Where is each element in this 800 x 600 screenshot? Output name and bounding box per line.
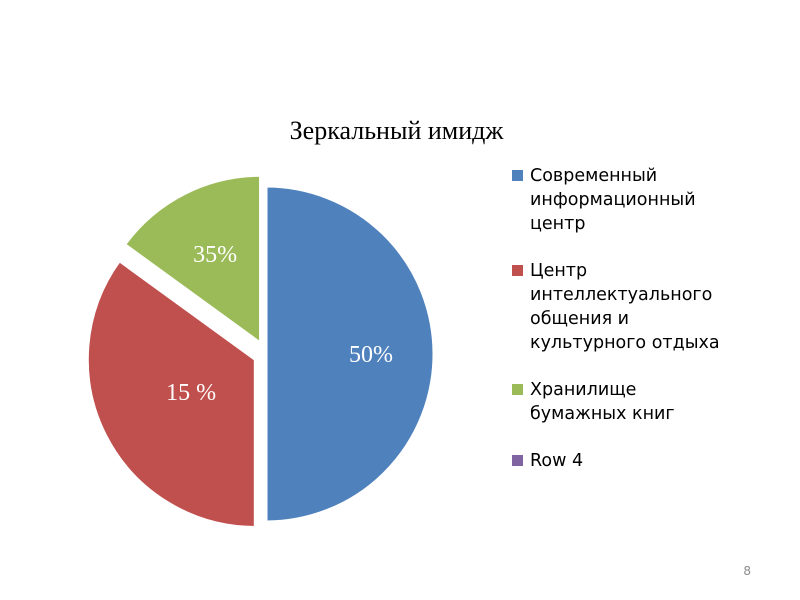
legend-label-4: Row 4: [530, 451, 584, 471]
legend-swatch-4: [512, 455, 523, 466]
legend-item-3: Хранилище бумажных книг: [512, 378, 782, 426]
chart-legend: Современный информационный центр Центр и…: [512, 164, 782, 496]
legend-label-3: Хранилище бумажных книг: [530, 380, 675, 424]
legend-label-1: Современный информационный центр: [530, 166, 696, 234]
slice-label-2: 15 %: [166, 380, 216, 406]
legend-item-1: Современный информационный центр: [512, 164, 782, 236]
pie-slice-3: [122, 173, 263, 347]
legend-label-2: Центр интеллектуального общения и культу…: [530, 261, 720, 353]
legend-item-2: Центр интеллектуального общения и культу…: [512, 259, 782, 355]
legend-swatch-2: [512, 265, 523, 276]
slide-number: 8: [743, 564, 751, 578]
slice-label-3: 35%: [193, 242, 237, 268]
legend-swatch-3: [512, 384, 523, 395]
pie-slice-1: [264, 184, 436, 524]
legend-item-4: Row 4: [512, 449, 782, 473]
slice-label-1: 50%: [349, 342, 393, 368]
chart-title: Зеркальный имидж: [289, 116, 504, 145]
legend-swatch-1: [512, 170, 523, 181]
pie-slice-2: [85, 258, 257, 529]
